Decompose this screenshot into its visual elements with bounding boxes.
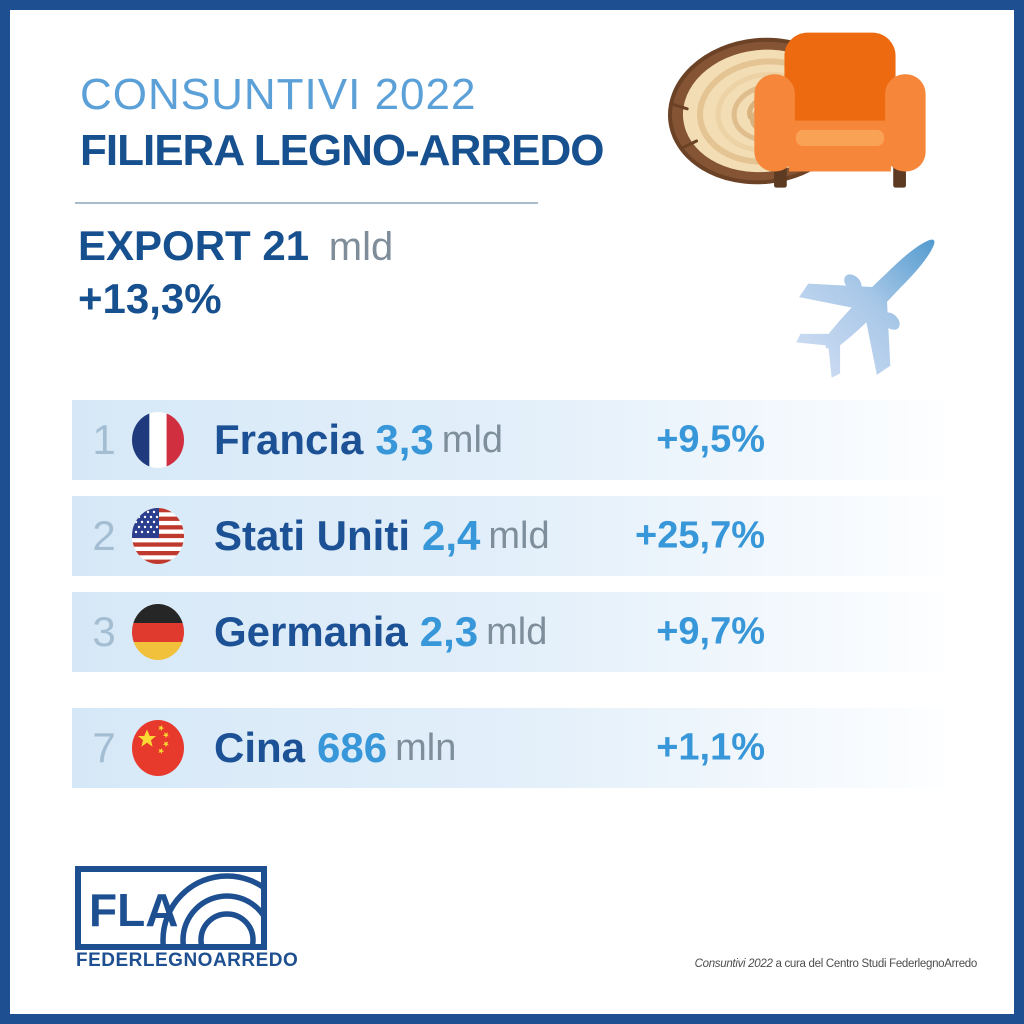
value-unit: mld <box>486 610 548 653</box>
export-headline: EXPORT 21 mld +13,3% <box>78 220 393 325</box>
value-unit: mld <box>488 514 550 557</box>
usa-flag-icon <box>132 508 184 564</box>
rank-label: 3 <box>92 608 116 655</box>
country-label: Germania <box>214 608 408 655</box>
federlegnoarredo-label: FEDERLEGNOARREDO <box>76 950 299 971</box>
credit-italic: Consuntivi 2022 <box>694 958 773 970</box>
export-value: 3,3 <box>375 416 434 463</box>
france-flag-icon <box>132 412 184 468</box>
page-title: FILIERA LEGNO-ARREDO <box>80 126 604 175</box>
export-row-germania: 3 Germania 2,3 mld +9,7% <box>72 592 945 672</box>
value-unit: mln <box>395 726 457 769</box>
export-value: 2,4 <box>422 512 481 559</box>
country-label: Stati Uniti <box>214 512 410 559</box>
rank-label: 7 <box>92 724 116 771</box>
delta-percent: +25,7% <box>635 514 765 557</box>
export-delta: +13,3% <box>78 275 222 322</box>
export-label: EXPORT <box>78 222 251 269</box>
export-row-cina: 7 Cina 686 mln +1,1% <box>72 708 945 788</box>
country-label: Francia <box>214 416 364 463</box>
rank-label: 2 <box>92 512 116 559</box>
export-row-francia: 1 Francia 3,3 mld +9,5% <box>72 400 945 480</box>
fla-logo: FLA <box>75 866 267 950</box>
header: CONSUNTIVI 2022 FILIERA LEGNO-ARREDO <box>80 68 604 180</box>
delta-percent: +9,7% <box>656 610 765 653</box>
export-value: 21 <box>262 222 310 269</box>
export-row-stati-uniti: 2 Stati Unit <box>72 496 945 576</box>
delta-percent: +9,5% <box>656 418 765 461</box>
delta-percent: +1,1% <box>656 726 765 769</box>
title-divider <box>75 202 538 204</box>
value-unit: mld <box>441 418 504 461</box>
export-value: 686 <box>317 724 388 771</box>
kicker-title: CONSUNTIVI 2022 <box>80 70 477 119</box>
germany-flag-icon <box>132 604 184 660</box>
export-unit: mld <box>328 225 394 269</box>
fla-acronym: FLA <box>89 884 178 936</box>
rank-label: 1 <box>92 416 116 463</box>
china-flag-icon <box>132 720 184 776</box>
airplane-icon <box>796 239 935 378</box>
credit-line: Consuntivi 2022 a cura del Centro Studi … <box>694 958 978 970</box>
country-label: Cina <box>214 724 306 771</box>
credit-rest: a cura del Centro Studi FederlegnoArredo <box>772 958 977 970</box>
armchair-icon <box>754 32 926 188</box>
export-value: 2,3 <box>419 608 479 655</box>
